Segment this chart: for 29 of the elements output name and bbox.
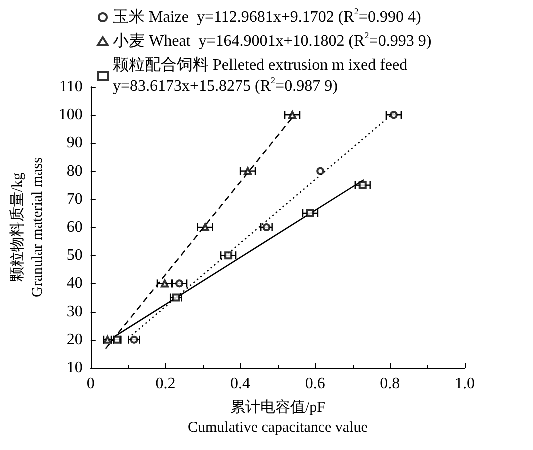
x-tick-label: 0.4 <box>230 376 251 392</box>
x-tick-label: 0.2 <box>156 376 176 392</box>
point <box>358 181 367 190</box>
point <box>172 294 180 302</box>
point <box>130 336 138 344</box>
y-tick-label: 30 <box>66 303 83 320</box>
x-tick-label: 0.8 <box>380 376 400 392</box>
y-tick-label: 40 <box>66 275 83 292</box>
point <box>244 167 252 176</box>
y-tick-label: 60 <box>66 219 83 236</box>
y-tick-label: 100 <box>58 106 83 124</box>
y-tick-label: 90 <box>66 134 83 152</box>
point <box>224 252 233 260</box>
y-tick-label: 50 <box>66 247 83 264</box>
y-tick-label: 70 <box>66 190 83 208</box>
y-axis-title: 颗粒物料质量/kg Granular material mass <box>9 157 46 298</box>
point <box>390 111 398 120</box>
x-tick-label: 0.6 <box>305 376 326 392</box>
y-tick-label: 80 <box>66 162 83 180</box>
x-tick-label: 0 <box>86 376 95 392</box>
y-tick-label: 20 <box>66 331 83 348</box>
point <box>160 280 169 288</box>
point <box>306 209 314 218</box>
point <box>176 280 184 288</box>
point <box>316 167 325 176</box>
x-tick-label: 1.0 <box>455 376 475 392</box>
y-tick-label: 110 <box>59 78 83 96</box>
y-tick-label: 10 <box>66 360 83 376</box>
x-axis-title: 累计电容值/pF Cumulative capacitance value <box>188 399 368 436</box>
